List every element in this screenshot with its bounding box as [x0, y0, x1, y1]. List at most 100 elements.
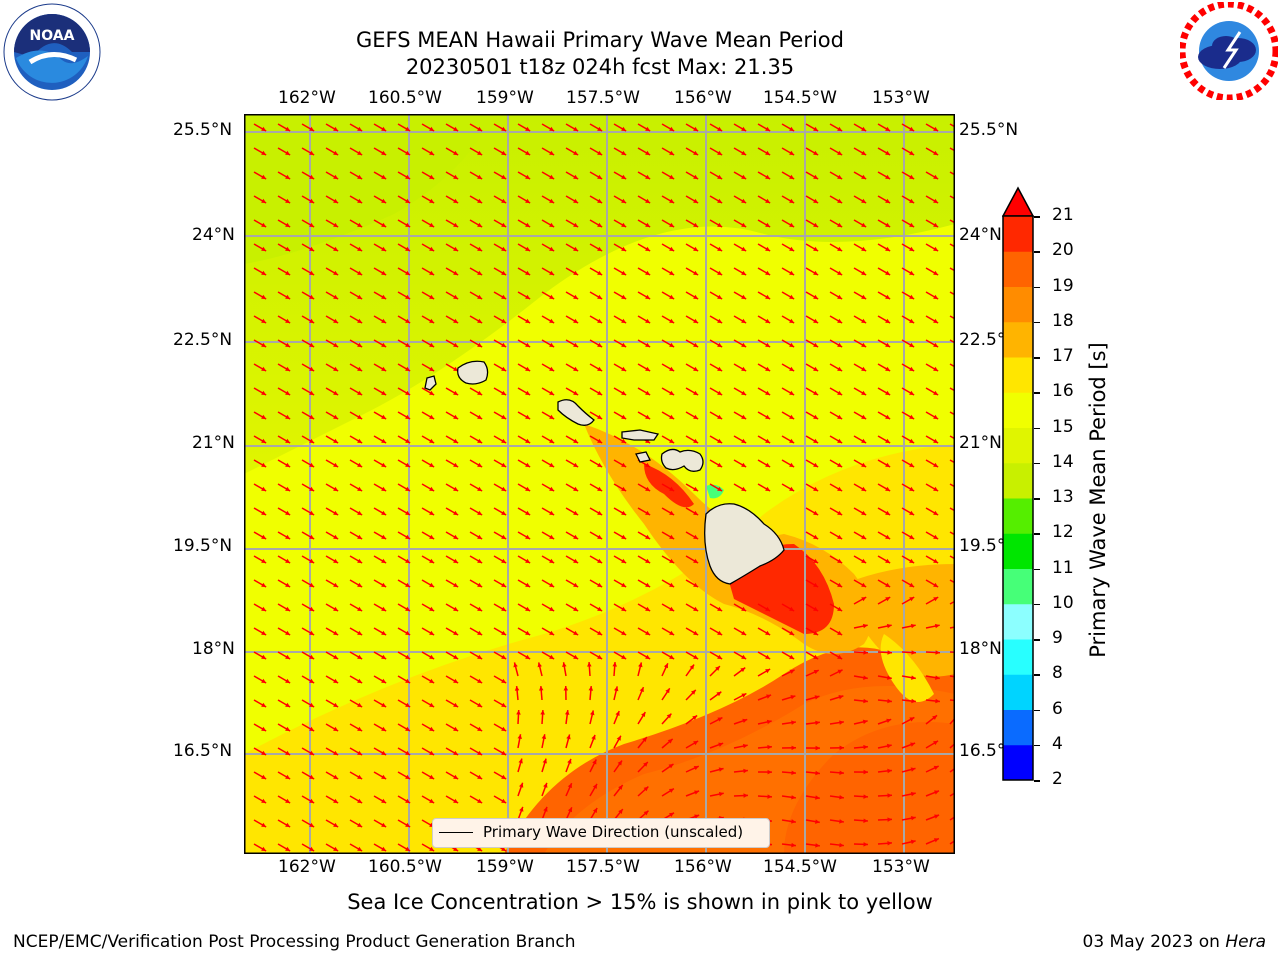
- wave-arrow-head: [285, 606, 291, 611]
- wave-arrow-head: [863, 842, 868, 847]
- wave-arrow-head: [357, 318, 363, 323]
- wave-arrow-head: [741, 414, 747, 419]
- wave-arrow-head: [935, 698, 940, 704]
- wave-arrow-head: [261, 678, 267, 683]
- wave-arrow-head: [885, 462, 891, 467]
- wave-arrow-head: [910, 623, 916, 629]
- wave-arrow-head: [573, 582, 579, 587]
- wave-arrow-head: [429, 630, 435, 635]
- wave-arrow-head: [597, 654, 603, 659]
- wave-arrow-head: [909, 270, 915, 275]
- colorbar-band: [1003, 286, 1033, 323]
- wave-arrow-shaft: [949, 675, 955, 678]
- wave-arrow-head: [815, 843, 820, 848]
- wave-arrow-head: [477, 534, 483, 539]
- wave-arrow-head: [549, 462, 555, 467]
- wave-arrow-head: [837, 654, 843, 659]
- wave-arrow-head: [597, 438, 603, 443]
- wave-arrow-head: [309, 750, 315, 755]
- colorbar-extend-triangle: [1001, 186, 1035, 217]
- wave-arrow-head: [309, 366, 315, 371]
- wave-arrow-head: [837, 582, 843, 587]
- wave-arrow-head: [862, 719, 868, 725]
- wave-arrow-head: [597, 150, 603, 155]
- wave-arrow-head: [837, 150, 843, 155]
- wave-arrow-head: [789, 669, 795, 674]
- wave-arrow-head: [429, 558, 435, 563]
- colorbar-tick-label: 19: [1052, 275, 1074, 296]
- wave-arrow-head: [911, 650, 916, 655]
- wave-arrow-head: [477, 270, 483, 275]
- colorbar-tick-mark: [1034, 533, 1040, 535]
- wave-arrow-head: [910, 742, 916, 747]
- wave-arrow-head: [405, 726, 411, 731]
- wave-arrow-shaft: [949, 459, 955, 464]
- wave-arrow-head: [333, 606, 339, 611]
- wave-arrow-shaft: [949, 339, 955, 344]
- map-legend: Primary Wave Direction (unscaled): [432, 818, 770, 848]
- wave-arrow-head: [717, 630, 723, 635]
- wave-arrow-head: [861, 318, 867, 323]
- wave-arrow-head: [501, 318, 507, 323]
- wave-arrow-head: [645, 366, 651, 371]
- colorbar-tick-mark: [1034, 392, 1040, 394]
- wave-arrow-head: [525, 174, 531, 179]
- wave-arrow-head: [549, 342, 555, 347]
- wave-arrow-head: [477, 294, 483, 299]
- wave-arrow-head: [693, 342, 699, 347]
- wave-arrow-head: [285, 510, 291, 515]
- wave-arrow-head: [765, 150, 771, 155]
- field-maui-wake: [644, 464, 694, 508]
- wave-arrow-head: [429, 606, 435, 611]
- wave-arrow-head: [477, 246, 483, 251]
- wave-arrow-head: [669, 486, 675, 491]
- wave-arrow-head: [621, 246, 627, 251]
- wave-arrow-head: [477, 438, 483, 443]
- wave-arrow-head: [933, 534, 939, 539]
- wave-arrow-head: [333, 702, 339, 707]
- wave-arrow-head: [501, 726, 507, 731]
- wave-arrow-head: [693, 534, 699, 539]
- wave-arrow-head: [573, 486, 579, 491]
- colorbar-tick-mark: [1034, 603, 1040, 606]
- wave-arrow-head: [717, 606, 723, 611]
- wave-arrow-head: [887, 650, 892, 655]
- wave-arrow-head: [933, 150, 939, 155]
- legend-line-icon: [439, 832, 473, 833]
- wave-arrow-head: [285, 654, 291, 659]
- wave-arrow-head: [453, 366, 459, 371]
- wave-arrow-head: [693, 510, 699, 515]
- wave-arrow-head: [549, 510, 555, 515]
- wave-arrow-head: [357, 342, 363, 347]
- wave-arrow-shaft: [949, 219, 955, 224]
- wave-arrow-head: [597, 462, 603, 467]
- wave-arrow-head: [789, 390, 795, 395]
- wave-arrow-head: [885, 510, 891, 515]
- wave-arrow-head: [645, 174, 651, 179]
- wave-arrow-head: [909, 438, 915, 443]
- wave-arrow-head: [285, 678, 291, 683]
- wave-arrow-head: [743, 793, 748, 798]
- wave-arrow-head: [885, 318, 891, 323]
- wave-arrow-head: [453, 726, 459, 731]
- wave-arrow-head: [549, 534, 555, 539]
- wave-arrow-head: [453, 342, 459, 347]
- colorbar-tick-label: 18: [1052, 310, 1074, 331]
- wave-arrow-head: [453, 510, 459, 515]
- colorbar-band: [1003, 744, 1033, 781]
- wave-arrow-head: [933, 246, 939, 251]
- wave-arrow-head: [597, 630, 603, 635]
- wave-arrow-head: [741, 150, 747, 155]
- wave-arrow-head: [909, 510, 915, 515]
- wave-arrow-head: [357, 510, 363, 515]
- wave-arrow-head: [862, 623, 868, 629]
- wave-arrow-head: [405, 774, 411, 779]
- wave-arrow-head: [381, 294, 387, 299]
- wave-arrow-head: [309, 414, 315, 419]
- wave-arrow-head: [767, 769, 772, 775]
- wave-arrow-head: [477, 702, 483, 707]
- wave-arrow-head: [357, 222, 363, 227]
- wave-arrow-head: [525, 462, 531, 467]
- wave-arrow-head: [285, 558, 291, 563]
- wave-arrow-shaft: [949, 531, 955, 536]
